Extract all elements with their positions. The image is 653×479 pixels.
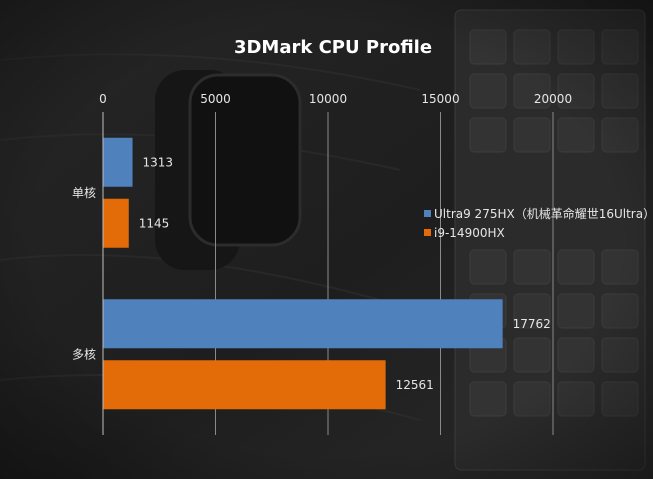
x-tick-label: 20000 (534, 92, 572, 106)
data-label: 12561 (396, 378, 434, 392)
x-tick-label: 10000 (309, 92, 347, 106)
data-label: 1313 (143, 155, 174, 169)
legend-swatch (424, 210, 431, 217)
bar-i9-1 (103, 360, 386, 410)
legend-label: i9-14900HX (434, 226, 505, 240)
category-label: 单核 (72, 186, 96, 200)
x-tick-label: 0 (99, 92, 107, 106)
legend-swatch (424, 229, 431, 236)
category-label: 多核 (72, 347, 96, 361)
legend-label: Ultra9 275HX（机械革命耀世16Ultra） (434, 206, 653, 221)
x-axis-ticks: 0 5000 10000 15000 20000 (99, 92, 572, 106)
x-tick-label: 5000 (200, 92, 231, 106)
bars (103, 137, 503, 410)
data-label: 1145 (139, 216, 170, 230)
chart-title: 3DMark CPU Profile (234, 37, 432, 58)
x-tick-label: 15000 (421, 92, 459, 106)
bar-ultra9-1 (103, 299, 503, 349)
bar-ultra9-0 (103, 137, 133, 187)
data-label: 17762 (513, 317, 551, 331)
legend: Ultra9 275HX（机械革命耀世16Ultra） i9-14900HX (424, 206, 653, 240)
data-labels: 1313 1145 17762 12561 (139, 155, 551, 392)
bar-i9-0 (103, 198, 129, 248)
